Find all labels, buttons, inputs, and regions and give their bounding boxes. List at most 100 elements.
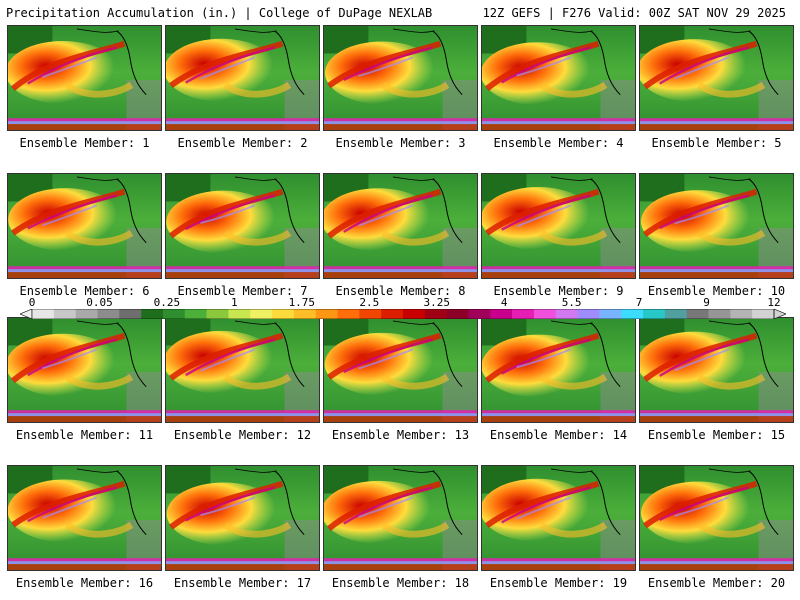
ensemble-panel: Ensemble Member: 10 [639, 173, 794, 298]
ensemble-panel: Ensemble Member: 6 [7, 173, 162, 298]
colorbar-swatch [424, 309, 447, 319]
ensemble-member-label: Ensemble Member: 4 [493, 136, 624, 150]
ensemble-panel: Ensemble Member: 3 [323, 25, 478, 150]
colorbar-tick-label: 1 [231, 296, 238, 309]
precip-map [640, 26, 793, 130]
colorbar-swatch [75, 309, 98, 319]
colorbar-swatch [708, 309, 731, 319]
ensemble-panel: Ensemble Member: 16 [7, 465, 162, 590]
colorbar-swatch [184, 309, 207, 319]
colorbar-tick-label: 7 [635, 296, 643, 309]
precip-map [166, 318, 319, 422]
precip-map [482, 466, 635, 570]
map-frame [481, 465, 636, 571]
ensemble-member-label: Ensemble Member: 3 [335, 136, 466, 150]
colorbar-swatch [577, 309, 600, 319]
colorbar-tick-label: 0.05 [86, 296, 113, 309]
ensemble-panel: Ensemble Member: 12 [165, 317, 320, 442]
precip-map [8, 318, 161, 422]
colorbar-swatch [533, 309, 557, 319]
ensemble-panel: Ensemble Member: 2 [165, 25, 320, 150]
map-frame [639, 317, 794, 423]
colorbar-swatch [664, 309, 687, 319]
ensemble-panel: Ensemble Member: 15 [639, 317, 794, 442]
ensemble-panel-grid: Ensemble Member: 1 Ensemble Member: 2 Ense… [7, 25, 794, 595]
map-frame [481, 173, 636, 279]
ensemble-panel: Ensemble Member: 1 [7, 25, 162, 150]
ensemble-member-label: Ensemble Member: 17 [173, 576, 312, 590]
ensemble-member-label: Ensemble Member: 13 [331, 428, 470, 442]
map-frame [481, 25, 636, 131]
ensemble-member-label: Ensemble Member: 15 [647, 428, 786, 442]
colorbar-swatch [293, 309, 316, 319]
precip-map [166, 466, 319, 570]
colorbar-swatch [381, 309, 404, 319]
colorbar-swatch [272, 309, 295, 319]
precip-map [482, 318, 635, 422]
colorbar-swatch [403, 309, 426, 319]
colorbar-swatch [599, 309, 622, 319]
map-frame [323, 465, 478, 571]
precip-map [640, 174, 793, 278]
colorbar-swatch [53, 309, 76, 319]
ensemble-member-label: Ensemble Member: 16 [15, 576, 154, 590]
colorbar-swatch [97, 309, 120, 319]
ensemble-panel: Ensemble Member: 9 [481, 173, 636, 298]
colorbar-swatch [555, 309, 578, 319]
map-frame [165, 173, 320, 279]
colorbar-tick-label: 12 [767, 296, 781, 309]
ensemble-member-label: Ensemble Member: 6 [19, 284, 150, 298]
colorbar-swatch [228, 309, 251, 319]
colorbar-swatch [512, 309, 535, 319]
map-frame [323, 173, 478, 279]
colorbar-legend: 0 0.05 0.25 1 1.75 2.5 3.25 4 5.5 7 9 12 [20, 297, 786, 323]
ensemble-member-label: Ensemble Member: 12 [173, 428, 312, 442]
precip-map [640, 466, 793, 570]
ensemble-panel: Ensemble Member: 19 [481, 465, 636, 590]
map-frame [7, 465, 162, 571]
ensemble-panel: Ensemble Member: 20 [639, 465, 794, 590]
colorbar-swatch [490, 309, 513, 319]
colorbar-swatch [337, 309, 360, 319]
colorbar-swatch [119, 309, 142, 319]
colorbar-swatch [752, 309, 775, 319]
map-frame [323, 317, 478, 423]
colorbar [20, 309, 786, 319]
colorbar-tick-label: 0 [28, 296, 36, 309]
ensemble-member-label: Ensemble Member: 20 [647, 576, 786, 590]
colorbar-swatch [162, 309, 186, 319]
ensemble-member-label: Ensemble Member: 1 [19, 136, 150, 150]
ensemble-member-label: Ensemble Member: 7 [177, 284, 308, 298]
colorbar-tick-label: 9 [703, 296, 710, 309]
colorbar-tick-label: 1.75 [288, 296, 316, 309]
ensemble-member-label: Ensemble Member: 14 [489, 428, 628, 442]
precip-map [8, 174, 161, 278]
ensemble-member-label: Ensemble Member: 9 [493, 284, 624, 298]
colorbar-min-arrow [20, 309, 33, 319]
colorbar-swatch [686, 309, 709, 319]
colorbar-tick-label: 0.25 [153, 296, 181, 309]
colorbar-tick-label: 2.5 [359, 296, 380, 309]
ensemble-member-label: Ensemble Member: 2 [177, 136, 308, 150]
colorbar-swatch [643, 309, 666, 319]
colorbar-tick-label: 3.25 [423, 296, 450, 309]
map-frame [481, 317, 636, 423]
map-frame [323, 25, 478, 131]
colorbar-tick-labels: 0 0.05 0.25 1 1.75 2.5 3.25 4 5.5 7 9 12 [20, 297, 786, 309]
precip-map [166, 26, 319, 130]
ensemble-panel: Ensemble Member: 18 [323, 465, 478, 590]
precip-map [324, 466, 477, 570]
model-valid-time: 12Z GEFS | F276 Valid: 00Z SAT NOV 29 20… [482, 6, 786, 20]
ensemble-panel: Ensemble Member: 7 [165, 173, 320, 298]
map-frame [639, 173, 794, 279]
precip-map [324, 174, 477, 278]
colorbar-swatch [468, 309, 491, 319]
map-frame [639, 465, 794, 571]
ensemble-panel: Ensemble Member: 8 [323, 173, 478, 298]
ensemble-panel: Ensemble Member: 14 [481, 317, 636, 442]
colorbar-swatch [730, 309, 753, 319]
precip-map [324, 26, 477, 130]
map-frame [7, 173, 162, 279]
precip-map [8, 466, 161, 570]
precip-map [640, 318, 793, 422]
